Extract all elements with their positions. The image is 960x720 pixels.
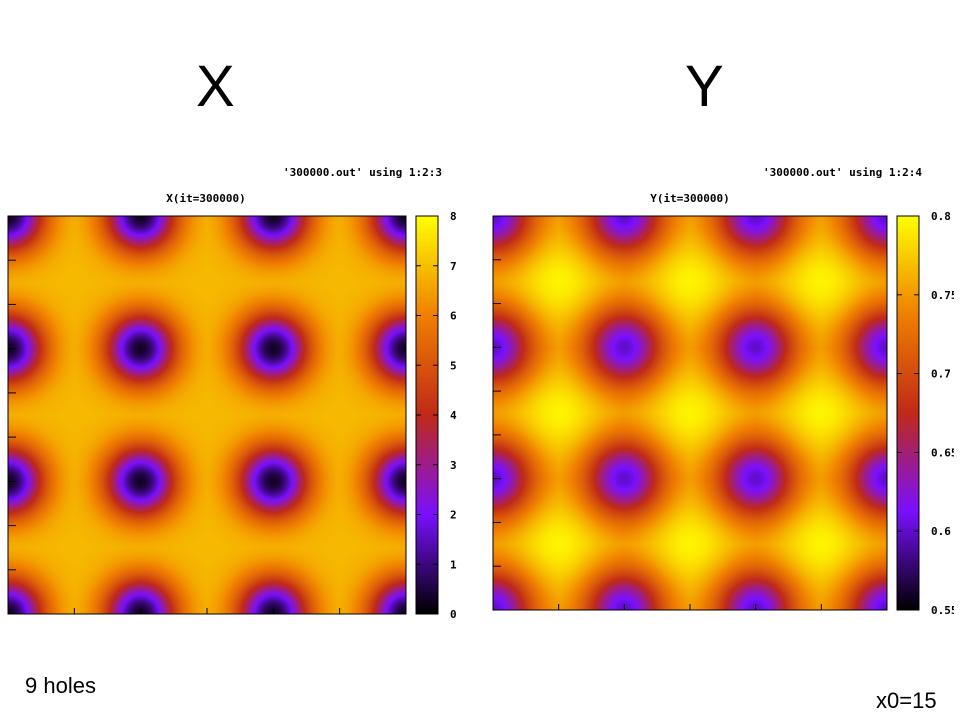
x-cbar-tick-label: 4 xyxy=(450,409,457,422)
y-cbar-tick-label: 0.6 xyxy=(931,525,951,538)
heatmap-y-panel: '300000.out' using 1:2:4 Y(it=300000) 0.55… xyxy=(484,150,954,630)
x-cbar-tick-label: 3 xyxy=(450,459,457,472)
x-cbar-tick-label: 7 xyxy=(450,260,457,273)
y-cbar-tick-label: 0.8 xyxy=(931,210,951,223)
y-cbar-tick-label: 0.65 xyxy=(931,446,954,459)
colorbar-y-gradient xyxy=(897,216,919,610)
note-holes: 9 holes xyxy=(25,673,96,698)
x-plot-title: X(it=300000) xyxy=(166,192,245,205)
x-cbar-tick-label: 8 xyxy=(450,210,457,223)
heatmap-y-axes: '300000.out' using 1:2:4 Y(it=300000) 0.55… xyxy=(492,166,954,617)
y-key-label: '300000.out' using 1:2:4 xyxy=(763,166,922,179)
heatmap-x-panel: '300000.out' using 1:2:3 X(it=300000) 0 1 2 3… xyxy=(0,150,470,630)
x-cbar-tick-label: 2 xyxy=(450,509,457,522)
y-colorbar-border xyxy=(896,215,920,611)
x-cbar-tick-label: 6 xyxy=(450,310,457,323)
note-x0: x0=15 xyxy=(876,688,937,713)
y-cbar-tick-label: 0.7 xyxy=(931,368,951,381)
title-y: Y xyxy=(685,54,724,119)
y-plot-border xyxy=(492,215,888,611)
x-plot-border xyxy=(7,215,407,615)
y-cbar-tick-label: 0.55 xyxy=(931,604,954,617)
colorbar-x-gradient xyxy=(416,216,438,614)
heatmap-x-axes: '300000.out' using 1:2:3 X(it=300000) 0 1 2 3… xyxy=(7,166,457,621)
x-cbar-tick-label: 5 xyxy=(450,359,457,372)
y-plot-title: Y(it=300000) xyxy=(650,192,729,205)
x-cbar-tick-label: 1 xyxy=(450,558,457,571)
title-x: X xyxy=(196,54,235,119)
heatmap-y-image xyxy=(493,216,887,610)
heatmap-x-image xyxy=(8,216,406,614)
y-cbar-tick-label: 0.75 xyxy=(931,289,954,302)
x-key-label: '300000.out' using 1:2:3 xyxy=(283,166,442,179)
x-cbar-tick-label: 0 xyxy=(450,608,457,621)
